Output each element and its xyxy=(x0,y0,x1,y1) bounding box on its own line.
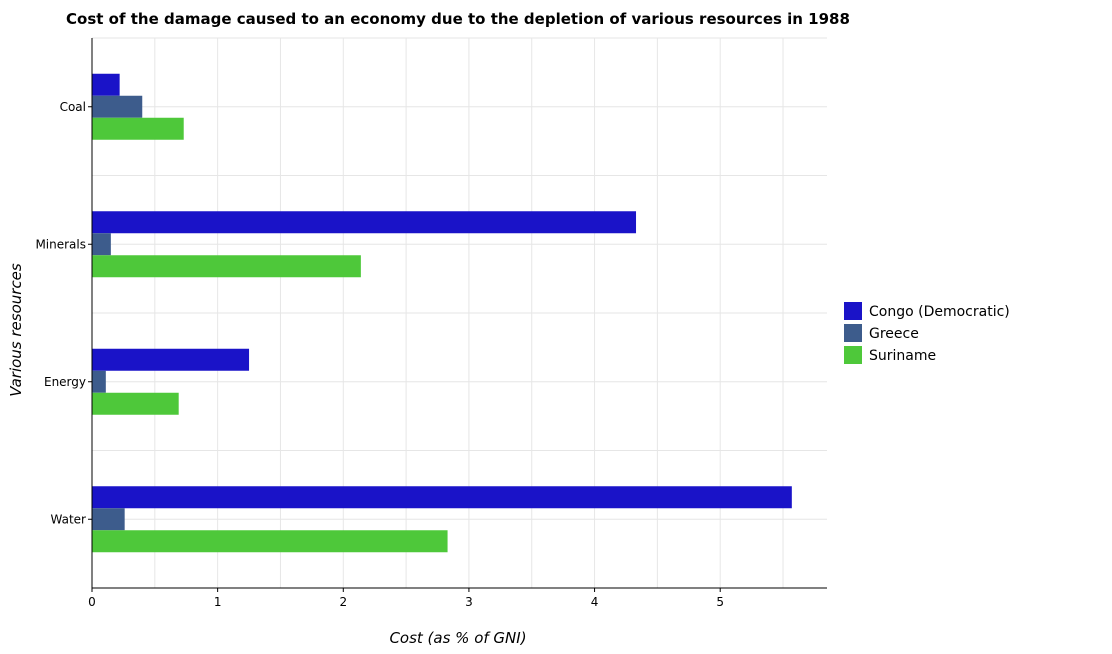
x-tick-label: 1 xyxy=(214,595,222,609)
legend-label: Suriname xyxy=(869,348,936,364)
x-tick-label: 5 xyxy=(716,595,724,609)
x-tick-label: 0 xyxy=(88,595,96,609)
y-tick-label: Water xyxy=(51,512,87,526)
bar-congo-democratic--minerals xyxy=(92,211,637,234)
bar-suriname-energy xyxy=(92,392,179,415)
bar-suriname-minerals xyxy=(92,255,361,278)
bar-greece-energy xyxy=(92,370,106,393)
legend: Congo (Democratic) Greece Suriname xyxy=(844,302,1010,364)
bar-suriname-water xyxy=(92,530,448,553)
bars xyxy=(92,73,792,553)
bar-congo-democratic--water xyxy=(92,486,792,509)
legend-label: Greece xyxy=(869,326,919,342)
y-axis-label: Various resources xyxy=(7,263,25,397)
x-tick-label: 3 xyxy=(465,595,473,609)
legend-swatch xyxy=(844,346,862,364)
x-axis-label: Cost (as % of GNI) xyxy=(389,629,526,647)
x-tick-label: 4 xyxy=(591,595,599,609)
y-tick-label: Minerals xyxy=(35,237,86,251)
legend-swatch xyxy=(844,302,862,320)
y-tick-label: Coal xyxy=(60,100,86,114)
x-tick-label: 2 xyxy=(339,595,347,609)
axes: Coal Minerals Energy Water 0 1 2 3 4 5 xyxy=(35,38,827,609)
bar-greece-water xyxy=(92,508,125,531)
bar-congo-democratic--coal xyxy=(92,73,120,96)
bar-greece-minerals xyxy=(92,233,111,256)
y-tick-label: Energy xyxy=(44,375,86,389)
chart-title: Cost of the damage caused to an economy … xyxy=(66,10,850,28)
bar-suriname-coal xyxy=(92,117,184,140)
bar-greece-coal xyxy=(92,95,143,118)
bar-congo-democratic--energy xyxy=(92,348,250,371)
legend-swatch xyxy=(844,324,862,342)
legend-label: Congo (Democratic) xyxy=(869,304,1010,320)
